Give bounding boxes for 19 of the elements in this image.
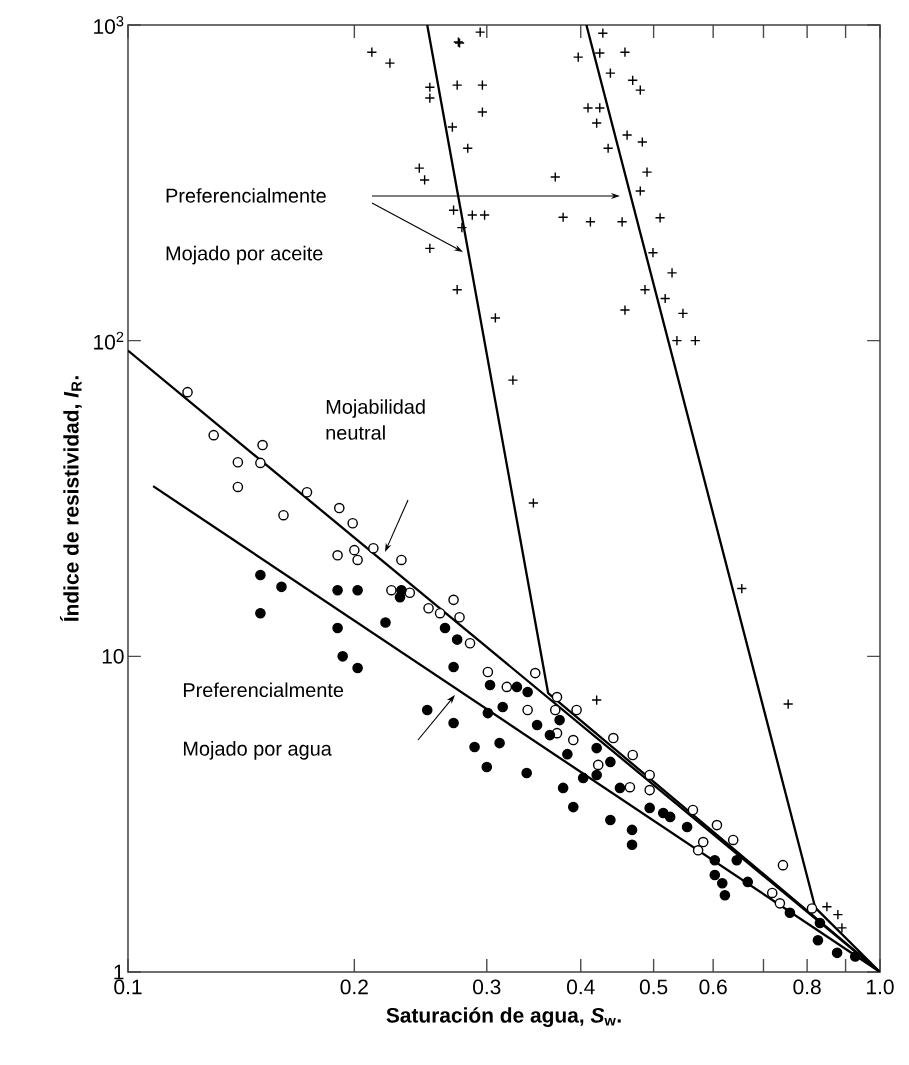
x-tick-label: 1.0 bbox=[867, 979, 894, 995]
x-tick-label: 0.4 bbox=[567, 979, 595, 995]
annotation: Preferencialmente bbox=[183, 682, 344, 698]
x-tick-label: 0.3 bbox=[473, 979, 501, 995]
x-tick-label: 0.8 bbox=[793, 979, 821, 995]
y-tick-label: 10$^{3}$ bbox=[94, 16, 124, 34]
y-tick-label: 1 bbox=[114, 964, 124, 980]
annotation: Mojado por aceite bbox=[166, 245, 323, 265]
annotation: Mojabilidad neutral bbox=[326, 399, 425, 440]
x-tick-label: 0.2 bbox=[340, 979, 368, 995]
x-tick-label: 0.5 bbox=[639, 979, 668, 995]
annotation: Preferencialmente bbox=[166, 188, 326, 203]
x-tick-label: 0.6 bbox=[699, 979, 727, 995]
y-axis-title: Índice de resistividad, I$_{R}$. bbox=[59, 376, 82, 622]
annotation: Mojado por agua bbox=[183, 741, 332, 760]
x-tick-label: 0.1 bbox=[114, 979, 142, 995]
y-tick-label: 10 bbox=[102, 648, 124, 664]
y-tick-label: 10$^{2}$ bbox=[94, 331, 124, 350]
x-axis-title: Saturación de agua, S$_{w}$. bbox=[386, 1007, 621, 1027]
